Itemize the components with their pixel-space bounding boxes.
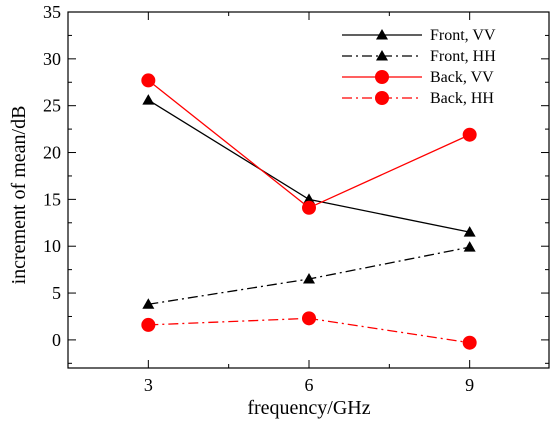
data-point: [463, 226, 476, 237]
x-tick-label: 9: [465, 375, 474, 395]
legend-entry: Back, HH: [342, 90, 494, 107]
series-front-vv: [142, 94, 476, 237]
legend-label: Front, VV: [430, 27, 496, 44]
y-tick-label: 25: [43, 96, 61, 116]
y-tick-label: 10: [43, 236, 61, 256]
data-point: [303, 193, 315, 204]
legend-entry: Front, VV: [342, 27, 496, 44]
legend-entry: Back, VV: [342, 69, 494, 86]
legend-marker: [375, 70, 389, 84]
series-layer: [141, 73, 477, 350]
y-tick-label: 0: [52, 330, 61, 350]
data-point: [141, 73, 156, 88]
legend-label: Front, HH: [430, 48, 496, 65]
data-point: [142, 94, 155, 105]
legend-label: Back, HH: [430, 90, 494, 107]
legend: Front, VV Front, HH Back, VV Back, HH: [342, 27, 496, 107]
y-axis-title: increment of mean/dB: [8, 106, 30, 285]
x-axis-title: frequency/GHz: [247, 397, 370, 419]
legend-marker: [376, 50, 388, 61]
data-point: [141, 317, 156, 332]
legend-marker: [375, 91, 389, 105]
data-point: [302, 311, 316, 326]
legend-entry: Front, HH: [342, 48, 496, 65]
data-point: [462, 127, 477, 142]
x-tick-label: 3: [144, 375, 153, 395]
y-tick-label: 5: [52, 283, 61, 303]
data-point: [462, 335, 477, 350]
legend-label: Back, VV: [430, 69, 494, 86]
y-tick-label: 30: [43, 49, 61, 69]
axes: 0 5 10 15 20 25 30 35 3 6 9: [43, 2, 550, 395]
y-tick-label: 35: [43, 2, 61, 22]
data-point: [302, 200, 316, 215]
series-back-hh: [141, 311, 477, 350]
data-point: [303, 273, 315, 284]
data-point: [463, 241, 476, 252]
data-point: [142, 298, 155, 309]
series-front-hh: [142, 241, 476, 309]
x-tick-label: 6: [305, 375, 314, 395]
y-tick-label: 20: [43, 143, 61, 163]
series-back-vv: [141, 73, 477, 215]
y-tick-label: 15: [43, 189, 61, 209]
legend-marker: [376, 29, 388, 40]
